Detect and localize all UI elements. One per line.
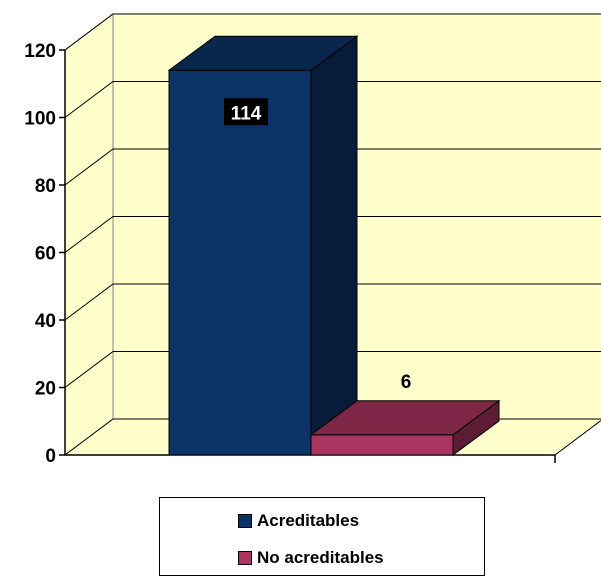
bar-top-no-acreditables: [309, 400, 501, 436]
gridline: [64, 148, 601, 186]
y-axis: 0 20 40 60 80 100 120: [24, 41, 556, 467]
gridlines: [64, 13, 601, 388]
bar-side-acreditables: [310, 35, 358, 456]
data-label-box-acreditables: [224, 98, 268, 126]
legend: Acreditables No acreditables: [159, 497, 485, 576]
gridline: [64, 216, 601, 253]
bar-top-acreditables: [167, 35, 359, 71]
y-tick-label: 0: [45, 446, 56, 467]
y-tick-label: 60: [35, 244, 56, 265]
y-tick-label: 120: [24, 41, 56, 62]
legend-swatch-no-acreditables: [238, 551, 252, 565]
gridline: [64, 13, 601, 51]
legend-label-acreditables: Acreditables: [257, 511, 360, 530]
y-tick-label: 20: [35, 379, 56, 400]
gridline: [64, 283, 601, 321]
y-tick-label: 40: [35, 311, 56, 332]
y-tick-label: 80: [35, 176, 56, 197]
bars: [167, 35, 501, 456]
legend-label-no-acreditables: No acreditables: [257, 548, 384, 567]
gridline: [64, 81, 601, 118]
legend-item-no-acreditables: No acreditables: [238, 548, 384, 568]
data-label-no-acreditables: 6: [401, 372, 412, 393]
legend-item-acreditables: Acreditables: [238, 511, 359, 531]
gridline: [64, 351, 601, 388]
y-tick-label: 100: [24, 109, 56, 130]
bar-front-no-acreditables: [310, 434, 454, 456]
data-labels: 114 6: [224, 98, 411, 393]
data-label-acreditables: 114: [231, 103, 262, 124]
bar-front-acreditables: [168, 69, 312, 456]
legend-swatch-acreditables: [238, 514, 252, 528]
